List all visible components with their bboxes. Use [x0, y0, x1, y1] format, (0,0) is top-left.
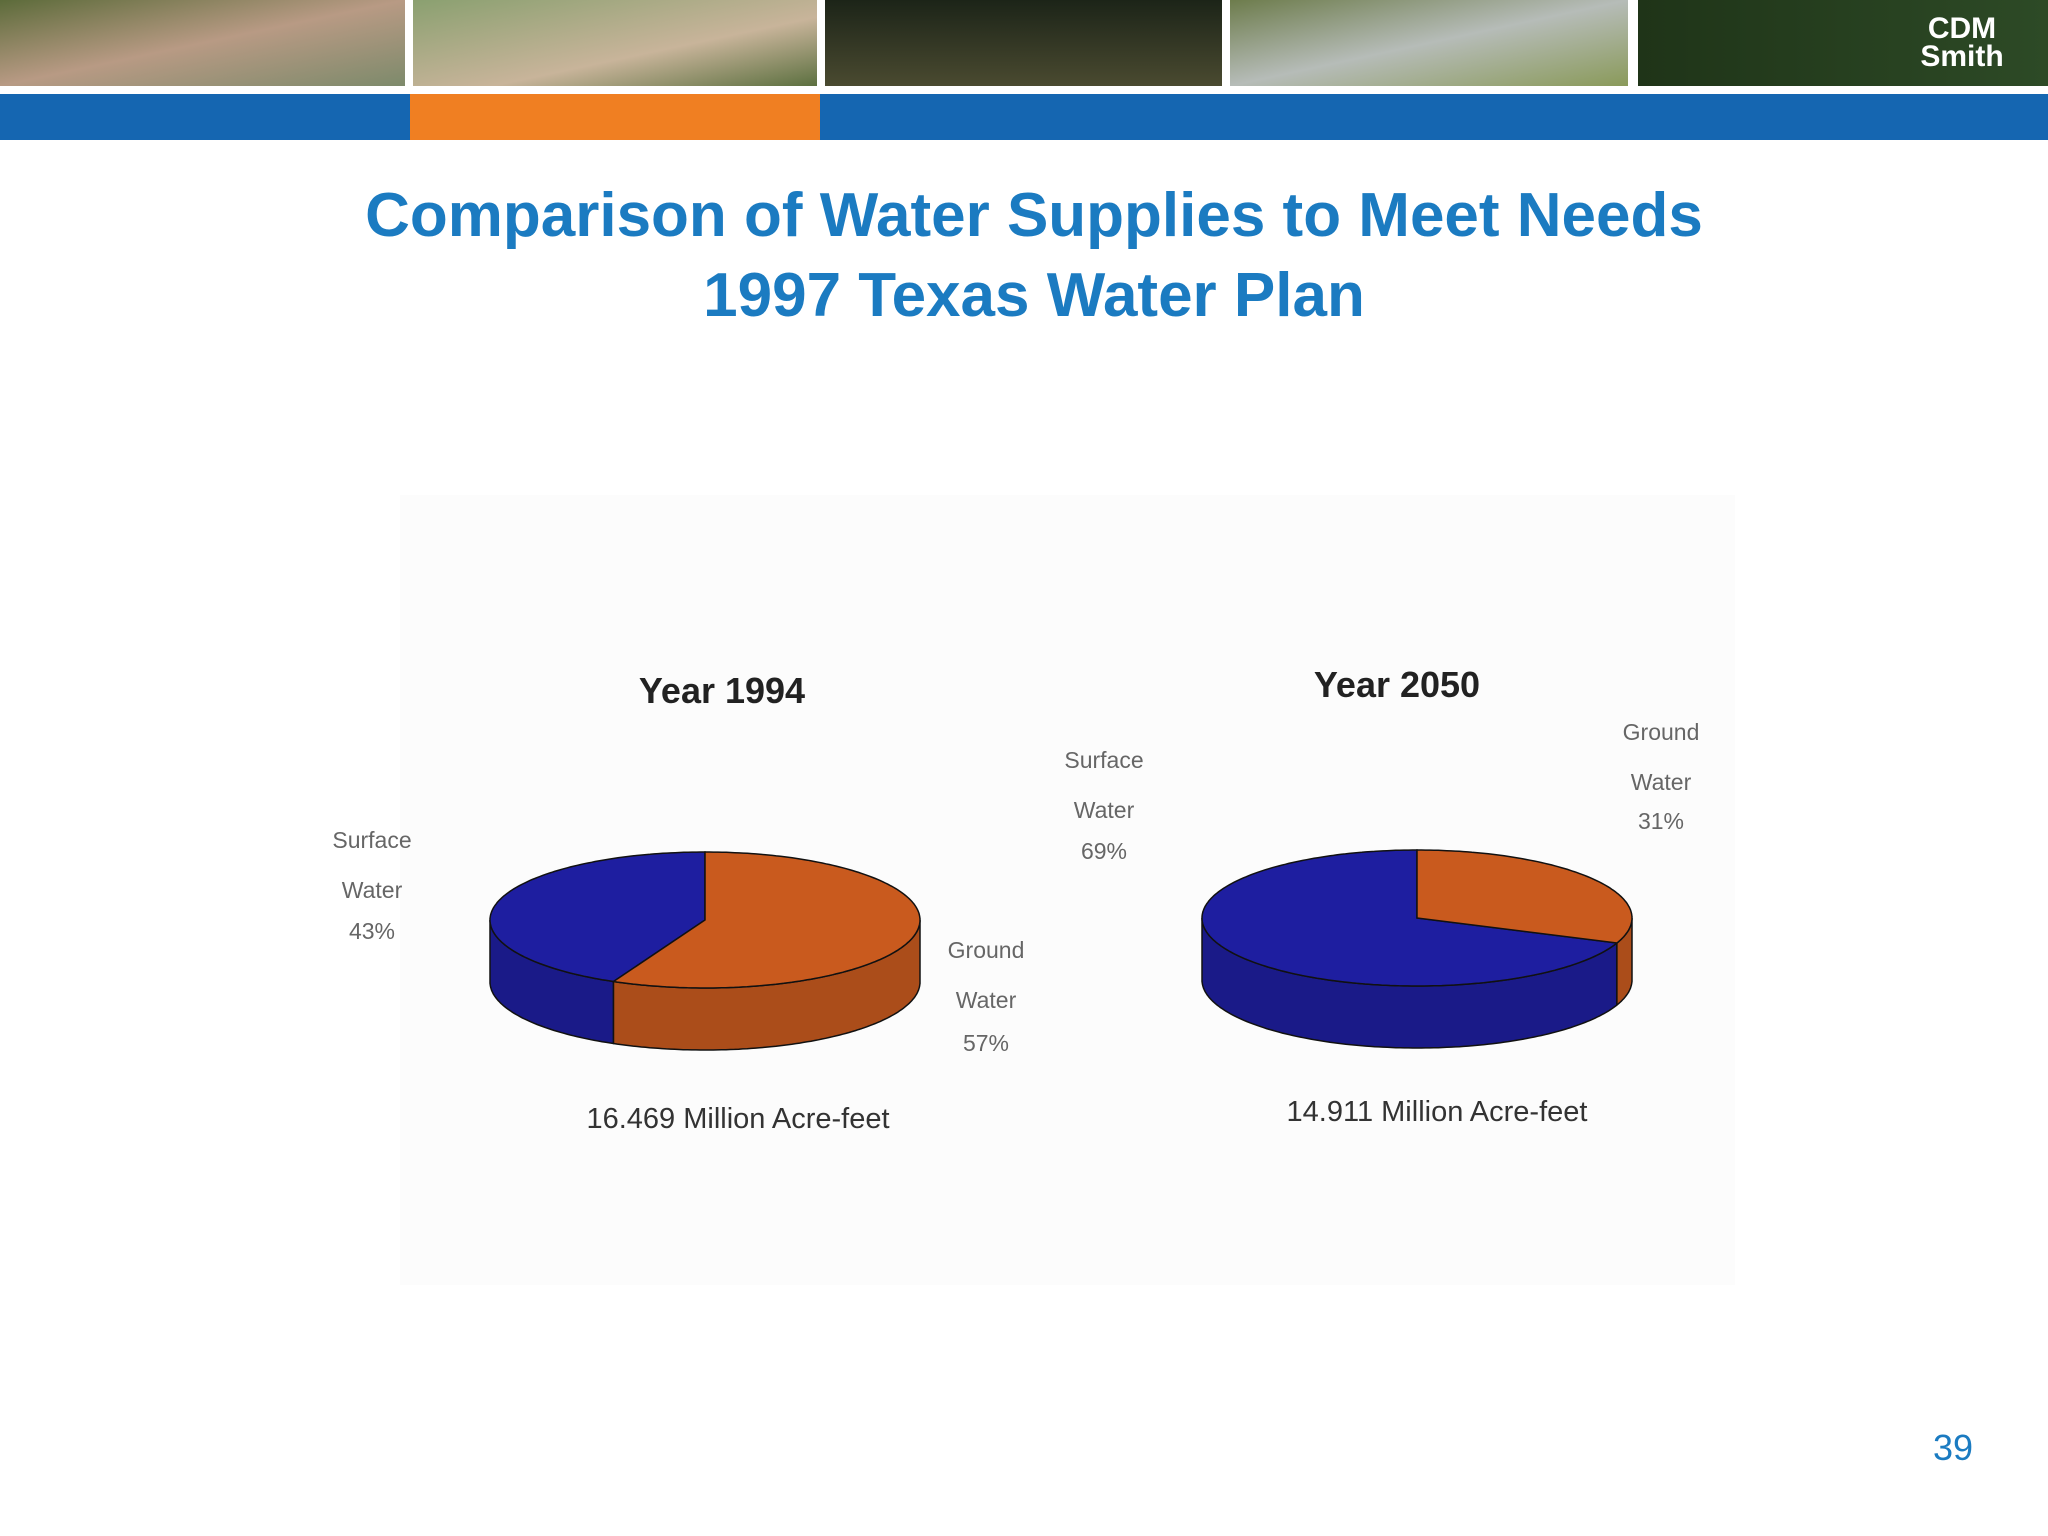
slice-value-label: 69%: [1080, 838, 1128, 864]
logo: Smith: [1920, 40, 2003, 73]
header-band: [0, 94, 2048, 140]
slice-top: [1201, 849, 1619, 987]
chart-title: Year 2050: [1314, 664, 1480, 705]
slice-value-label: 31%: [1637, 808, 1685, 834]
slice-top: [489, 851, 706, 983]
slice-top: [1416, 849, 1633, 944]
slice-value-label: 43%: [348, 918, 396, 944]
slide-title: Comparison of Water Supplies to Meet Nee…: [365, 181, 1703, 250]
chart-caption: 14.911 Million Acre-feet: [1287, 1096, 1588, 1128]
slice-label: Ground Water: [947, 937, 1025, 1013]
chart-caption: 16.469 Million Acre-feet: [586, 1103, 889, 1135]
chart-title: Year 1994: [639, 670, 805, 711]
slice-label: Surface Water: [332, 827, 412, 903]
slice-value-label: 57%: [962, 1030, 1010, 1056]
page-number: 39: [1933, 1427, 1973, 1468]
slide-title: 1997 Texas Water Plan: [703, 261, 1365, 330]
pie-slice: [611, 851, 921, 1051]
slice-top: [611, 851, 921, 989]
pie-slice: [1416, 849, 1633, 1007]
pie-slice: [489, 851, 706, 1045]
pie-slice: [1201, 849, 1619, 1049]
slice-label: Ground Water: [1622, 719, 1700, 795]
header-photos: [0, 0, 2048, 86]
header-accent: [410, 94, 820, 140]
slice-label: Surface Water: [1064, 747, 1144, 823]
logo: CDM: [1928, 12, 1996, 45]
